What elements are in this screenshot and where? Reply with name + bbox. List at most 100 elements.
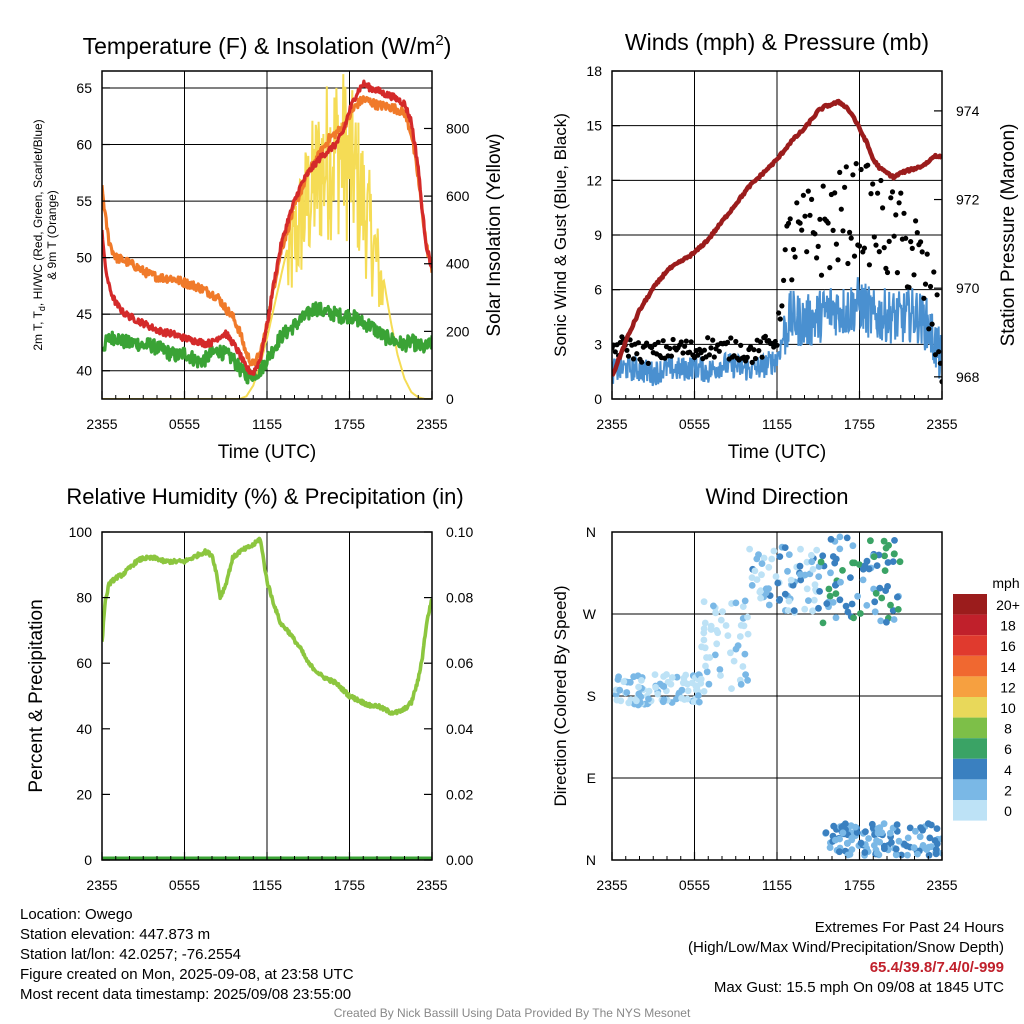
x-tick-label: 1755 bbox=[844, 877, 875, 893]
direction-point bbox=[808, 558, 816, 566]
direction-point bbox=[836, 533, 844, 541]
colorbar-label: 20+ bbox=[996, 597, 1020, 613]
direction-point bbox=[871, 598, 879, 606]
direction-point bbox=[884, 559, 892, 566]
direction-point bbox=[808, 551, 815, 559]
direction-point bbox=[857, 610, 864, 617]
gust-point bbox=[820, 183, 826, 189]
humidity-panel: Relative Humidity (%) & Precipitation (i… bbox=[26, 484, 473, 893]
direction-point bbox=[865, 565, 873, 573]
temperature-axis-ticks: 2355 0555 1155 1755 2355 40 45 50 55 60 65 0 200 400 6… bbox=[76, 80, 469, 432]
station-info: Location: Owego Station elevation: 447.8… bbox=[20, 905, 354, 1005]
direction-point bbox=[910, 844, 918, 852]
direction-point bbox=[784, 567, 791, 575]
solar-insolation-line bbox=[102, 74, 432, 399]
gust-point bbox=[858, 166, 864, 173]
direction-point bbox=[797, 545, 804, 553]
gust-point bbox=[787, 216, 793, 222]
direction-point bbox=[623, 689, 631, 696]
winds-x-axis-label: Time (UTC) bbox=[728, 442, 827, 463]
gust-point bbox=[901, 210, 907, 216]
direction-point bbox=[925, 851, 933, 859]
gust-point bbox=[919, 249, 925, 255]
direction-point bbox=[614, 676, 622, 683]
winds-y-axis-label: Sonic Wind & Gust (Blue, Black) bbox=[551, 113, 570, 357]
direction-point bbox=[728, 685, 735, 692]
direction-point bbox=[620, 678, 628, 686]
station-latlon: Station lat/lon: 42.0257; -76.2554 bbox=[20, 946, 242, 963]
y-tick-label: 12 bbox=[586, 172, 602, 188]
gust-point bbox=[797, 220, 803, 226]
direction-point bbox=[894, 593, 901, 601]
colorbar-swatch bbox=[953, 635, 987, 656]
colorbar-label: 6 bbox=[1004, 741, 1012, 757]
direction-point bbox=[811, 581, 819, 589]
winds-panel: Winds (mph) & Pressure (mb) 2355 0555 1155… bbox=[551, 29, 1019, 463]
direction-point bbox=[813, 546, 821, 554]
temperature-series-group bbox=[102, 74, 432, 399]
direction-point bbox=[796, 562, 804, 570]
gust-point bbox=[851, 253, 858, 259]
direction-point bbox=[836, 545, 844, 553]
direction-point bbox=[635, 690, 643, 698]
gust-point bbox=[774, 342, 780, 348]
gust-point bbox=[799, 227, 805, 233]
y-tick-label: 6 bbox=[594, 282, 602, 298]
direction-point bbox=[926, 834, 934, 842]
gust-point bbox=[876, 249, 882, 255]
direction-point bbox=[886, 829, 894, 837]
latest-timestamp: Most recent data timestamp: 2025/09/08 2… bbox=[20, 986, 352, 1003]
gust-point bbox=[634, 351, 640, 357]
speed-colorbar: mph 20+ 18 16 14 12 10 8 6 4 2 0 bbox=[953, 575, 1020, 821]
direction-point bbox=[873, 849, 881, 857]
direction-point bbox=[876, 584, 884, 592]
direction-point bbox=[753, 555, 761, 563]
direction-point bbox=[904, 851, 911, 859]
gust-point bbox=[777, 316, 783, 322]
y2-tick-label: 600 bbox=[446, 188, 470, 204]
direction-point bbox=[903, 842, 911, 850]
gust-point bbox=[832, 190, 838, 196]
temperature-panel: Temperature (F) & Insolation (W/m2) 2355… bbox=[31, 32, 505, 463]
direction-point bbox=[861, 849, 869, 856]
direction-point bbox=[819, 619, 827, 627]
gust-point bbox=[668, 353, 675, 359]
gust-point bbox=[847, 229, 853, 235]
y-tick-label: 60 bbox=[76, 655, 92, 671]
direction-point bbox=[727, 649, 734, 657]
gust-point bbox=[612, 349, 618, 355]
gust-point bbox=[683, 338, 689, 344]
x-tick-label: 1155 bbox=[252, 877, 282, 893]
direction-point bbox=[838, 823, 846, 831]
direction-point bbox=[839, 567, 846, 574]
direction-point bbox=[870, 553, 878, 561]
direction-point bbox=[872, 589, 880, 597]
direction-point bbox=[823, 600, 831, 607]
y-tick-label: S bbox=[587, 688, 596, 704]
direction-point bbox=[801, 571, 809, 579]
direction-point bbox=[616, 686, 624, 694]
direction-point bbox=[701, 644, 709, 652]
x-tick-label: 0555 bbox=[169, 877, 200, 893]
y-tick-label: 50 bbox=[76, 250, 92, 266]
y-tick-label: 0 bbox=[594, 391, 602, 407]
direction-point bbox=[877, 617, 885, 625]
direction-point bbox=[832, 614, 840, 622]
direction-point bbox=[857, 839, 865, 847]
direction-point bbox=[785, 551, 793, 558]
humidity-y-axis-label: Percent & Precipitation bbox=[26, 599, 47, 792]
direction-point bbox=[874, 829, 882, 837]
direction-point bbox=[847, 574, 854, 581]
gust-point bbox=[840, 228, 846, 234]
gust-point bbox=[818, 272, 825, 278]
x-tick-label: 0555 bbox=[679, 877, 710, 893]
gust-point bbox=[667, 345, 673, 352]
direction-point bbox=[836, 848, 843, 856]
gust-point bbox=[934, 292, 940, 298]
gust-point bbox=[716, 348, 722, 354]
gust-point bbox=[883, 265, 889, 271]
gust-point bbox=[782, 247, 788, 253]
direction-point bbox=[863, 557, 871, 565]
y-tick-label: 20 bbox=[76, 786, 92, 802]
gust-point bbox=[914, 230, 920, 236]
